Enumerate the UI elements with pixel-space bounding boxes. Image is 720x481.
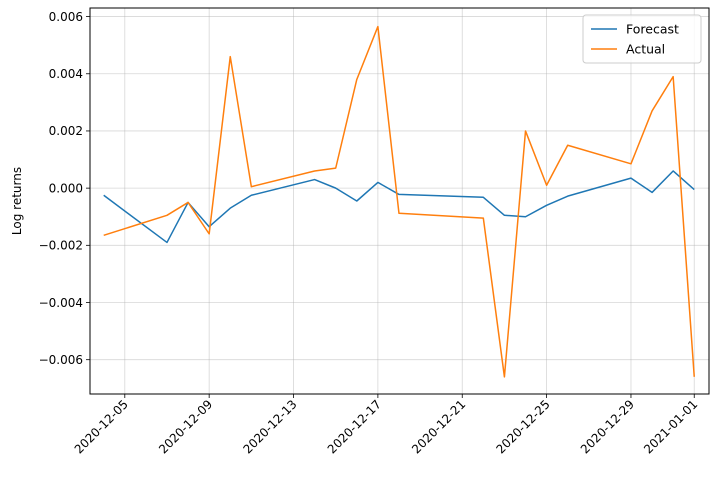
y-tick-label: 0.006 xyxy=(49,10,83,24)
x-tick-label: 2020-12-13 xyxy=(240,397,299,456)
series-line-forecast xyxy=(103,170,695,244)
y-tick-label: −0.002 xyxy=(39,239,83,253)
legend-box xyxy=(582,14,702,64)
y-tick-label: −0.006 xyxy=(39,353,83,367)
y-axis-label: Log returns xyxy=(10,167,24,235)
y-tick-label: 0.000 xyxy=(49,181,83,195)
legend-label-forecast: Forecast xyxy=(626,22,679,37)
y-axis: −0.006 −0.004 −0.002 0.000 0.002 0.004 0.006 xyxy=(39,10,90,367)
x-tick-label: 2020-12-25 xyxy=(494,397,553,456)
series-layer xyxy=(103,25,695,378)
x-axis: 2020-12-05 2020-12-09 2020-12-13 2020-12-17… xyxy=(72,394,700,456)
x-tick-label: 2020-12-21 xyxy=(409,397,468,456)
grid xyxy=(90,8,709,394)
x-tick-label: 2020-12-29 xyxy=(578,397,637,456)
y-tick-label: 0.004 xyxy=(49,67,83,81)
y-tick-label: −0.004 xyxy=(39,296,83,310)
legend-label-actual: Actual xyxy=(626,42,665,57)
x-tick-label: 2021-01-01 xyxy=(641,397,700,456)
y-tick-label: 0.002 xyxy=(49,124,83,138)
x-tick-label: 2020-12-17 xyxy=(325,397,384,456)
x-tick-label: 2020-12-05 xyxy=(72,397,131,456)
x-tick-label: 2020-12-09 xyxy=(156,397,215,456)
series-line-actual xyxy=(103,25,695,378)
legend: Forecast Actual xyxy=(582,14,702,64)
plot-frame xyxy=(89,7,710,395)
